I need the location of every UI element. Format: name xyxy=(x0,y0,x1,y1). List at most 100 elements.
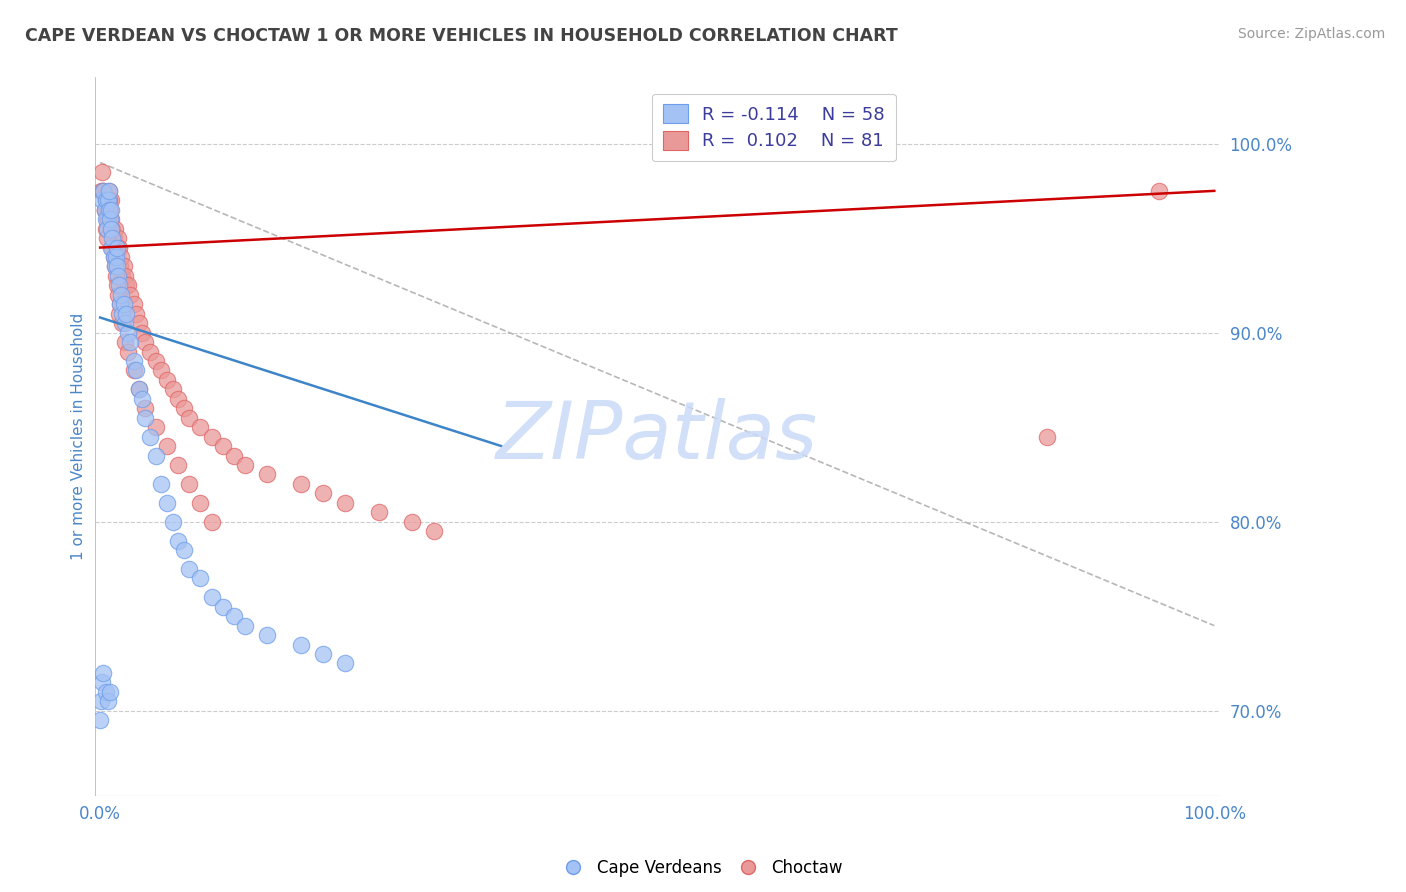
Point xyxy=(98,194,121,208)
Point xyxy=(290,638,312,652)
Point xyxy=(200,515,222,529)
Point xyxy=(120,335,142,350)
Point xyxy=(122,297,145,311)
Point xyxy=(179,410,201,425)
Point xyxy=(139,429,162,443)
Point xyxy=(108,278,131,293)
Point xyxy=(114,268,136,283)
Point xyxy=(105,241,128,255)
Point xyxy=(108,297,131,311)
Point xyxy=(111,316,134,330)
Point xyxy=(89,713,111,727)
Point xyxy=(104,260,127,274)
Point xyxy=(1147,184,1170,198)
Text: Source: ZipAtlas.com: Source: ZipAtlas.com xyxy=(1237,27,1385,41)
Point xyxy=(335,496,357,510)
Point xyxy=(98,184,121,198)
Point xyxy=(107,231,129,245)
Point xyxy=(162,515,184,529)
Point xyxy=(103,250,125,264)
Point xyxy=(94,221,117,235)
Point xyxy=(110,288,132,302)
Point xyxy=(108,241,131,255)
Point xyxy=(145,420,167,434)
Point xyxy=(125,307,148,321)
Point xyxy=(98,212,121,227)
Point xyxy=(401,515,423,529)
Point xyxy=(105,278,128,293)
Point xyxy=(222,449,245,463)
Y-axis label: 1 or more Vehicles in Household: 1 or more Vehicles in Household xyxy=(72,313,86,560)
Point xyxy=(112,260,135,274)
Point xyxy=(335,657,357,671)
Point xyxy=(94,212,117,227)
Point xyxy=(134,401,156,416)
Point xyxy=(107,268,129,283)
Point xyxy=(104,260,127,274)
Point xyxy=(100,194,122,208)
Point xyxy=(211,599,233,614)
Point xyxy=(105,260,128,274)
Point xyxy=(96,212,118,227)
Point xyxy=(96,231,118,245)
Point xyxy=(145,449,167,463)
Text: CAPE VERDEAN VS CHOCTAW 1 OR MORE VEHICLES IN HOUSEHOLD CORRELATION CHART: CAPE VERDEAN VS CHOCTAW 1 OR MORE VEHICL… xyxy=(25,27,898,45)
Point xyxy=(211,439,233,453)
Point xyxy=(167,392,190,406)
Point xyxy=(139,344,162,359)
Point xyxy=(179,562,201,576)
Point xyxy=(117,344,139,359)
Point xyxy=(173,543,195,558)
Point xyxy=(173,401,195,416)
Point xyxy=(122,354,145,368)
Point xyxy=(114,307,136,321)
Point xyxy=(101,221,124,235)
Point xyxy=(111,268,134,283)
Point xyxy=(114,335,136,350)
Point xyxy=(128,316,150,330)
Point xyxy=(94,685,117,699)
Point xyxy=(97,202,120,217)
Point xyxy=(256,467,278,482)
Point xyxy=(100,221,122,235)
Point xyxy=(134,335,156,350)
Text: ZIPatlas: ZIPatlas xyxy=(496,398,818,475)
Point xyxy=(103,231,125,245)
Point xyxy=(117,326,139,340)
Point xyxy=(145,354,167,368)
Point xyxy=(131,326,153,340)
Point xyxy=(156,439,179,453)
Point xyxy=(134,410,156,425)
Point xyxy=(91,165,114,179)
Point xyxy=(256,628,278,642)
Point xyxy=(156,373,179,387)
Point xyxy=(110,250,132,264)
Point xyxy=(108,307,131,321)
Point xyxy=(200,429,222,443)
Point xyxy=(120,288,142,302)
Point xyxy=(91,675,114,690)
Point xyxy=(93,184,115,198)
Point xyxy=(112,297,135,311)
Legend: R = -0.114    N = 58, R =  0.102    N = 81: R = -0.114 N = 58, R = 0.102 N = 81 xyxy=(652,94,896,161)
Point xyxy=(103,250,125,264)
Point xyxy=(114,316,136,330)
Point xyxy=(97,694,120,708)
Point xyxy=(150,476,173,491)
Point xyxy=(100,202,122,217)
Point xyxy=(423,524,446,538)
Point xyxy=(98,184,121,198)
Point xyxy=(90,694,112,708)
Point xyxy=(222,609,245,624)
Point xyxy=(93,184,115,198)
Point xyxy=(94,194,117,208)
Point xyxy=(156,496,179,510)
Point xyxy=(101,231,124,245)
Point xyxy=(105,241,128,255)
Point xyxy=(97,194,120,208)
Point xyxy=(233,618,256,632)
Point xyxy=(98,202,121,217)
Point xyxy=(150,363,173,377)
Point xyxy=(167,458,190,472)
Point xyxy=(122,363,145,377)
